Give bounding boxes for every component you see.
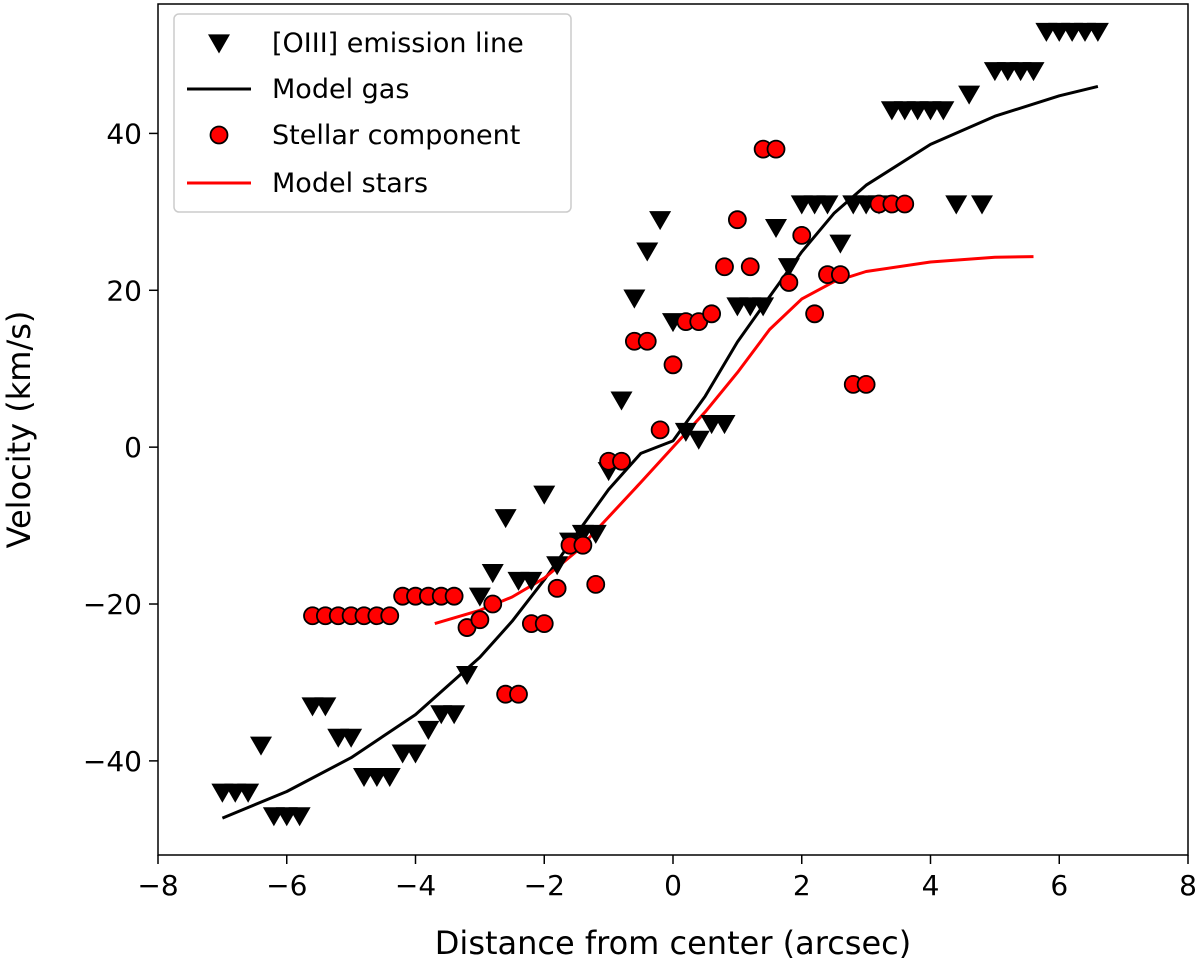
x-tick-label: −4	[395, 869, 436, 902]
oiii-point	[404, 744, 427, 764]
stellar-point	[380, 606, 400, 626]
stellar-point	[483, 594, 503, 614]
oiii-point	[378, 767, 401, 788]
stellar-point	[586, 575, 606, 594]
x-tick-label: 2	[793, 869, 811, 902]
legend-triangle-swatch	[208, 34, 230, 54]
series-line-model-gas	[221, 84, 1099, 820]
stellar-point	[534, 614, 554, 634]
oiii-point	[288, 807, 311, 827]
stellar-point	[612, 451, 631, 471]
oiii-point	[456, 666, 478, 686]
oiii-point	[533, 485, 556, 505]
stellar-point	[663, 355, 683, 375]
oiii-point	[610, 391, 633, 411]
x-axis: −8 −6 −4 −2 0 2 4 6 8	[137, 855, 1197, 902]
oiii-point	[958, 85, 981, 105]
y-tick-label: 20	[106, 274, 142, 307]
stellar-point	[830, 265, 850, 284]
oiii-point	[584, 524, 607, 544]
oiii-point	[752, 297, 775, 317]
stellar-point	[779, 273, 799, 292]
y-tick-label: −40	[83, 745, 142, 778]
oiii-point	[340, 728, 363, 748]
x-tick-label: 4	[922, 869, 940, 902]
stellar-point	[573, 535, 593, 555]
stellar-point	[547, 578, 567, 598]
legend-label: Model gas	[272, 74, 409, 105]
oiii-point	[674, 422, 697, 442]
legend-circle-swatch	[209, 125, 229, 145]
y-tick-label: −20	[83, 588, 142, 621]
y-tick-label: 0	[124, 431, 142, 464]
oiii-point	[649, 211, 672, 231]
legend: [OIII] emission line Model gas Stellar com…	[173, 13, 572, 213]
x-tick-label: 0	[664, 869, 682, 902]
oiii-point	[713, 415, 736, 435]
stellar-point	[509, 684, 528, 704]
oiii-point	[237, 783, 260, 803]
oiii-point	[945, 195, 968, 215]
oiii-point	[417, 720, 440, 740]
x-tick-label: −8	[137, 869, 178, 902]
oiii-point	[520, 571, 543, 591]
stellar-point	[792, 225, 812, 245]
oiii-point	[623, 289, 646, 309]
oiii-point	[829, 234, 852, 254]
y-axis-label: Velocity (km/s)	[0, 311, 38, 549]
y-tick-label: 40	[106, 117, 142, 150]
oiii-point	[468, 587, 491, 607]
stellar-point	[702, 304, 722, 324]
x-tick-label: −6	[266, 869, 307, 902]
legend-label: Stellar component	[272, 120, 520, 151]
oiii-point	[250, 736, 272, 756]
oiii-point	[1022, 62, 1045, 82]
oiii-point	[481, 564, 504, 584]
legend-label: Model stars	[272, 168, 428, 199]
oiii-point	[546, 556, 569, 576]
oiii-point	[443, 705, 466, 725]
stellar-point	[805, 304, 825, 324]
oiii-point	[777, 258, 800, 278]
x-tick-label: −2	[524, 869, 565, 902]
stellar-point	[650, 420, 670, 440]
stellar-point	[727, 210, 747, 230]
oiii-point	[1086, 22, 1109, 42]
oiii-point	[494, 509, 517, 529]
oiii-point	[932, 101, 955, 121]
stellar-point	[856, 375, 876, 394]
stellar-point	[715, 257, 734, 277]
stellar-point	[766, 139, 786, 159]
stellar-point	[470, 610, 490, 630]
legend-label: [OIII] emission line	[272, 28, 524, 59]
oiii-point	[816, 195, 839, 215]
oiii-point	[314, 697, 337, 717]
stellar-point	[740, 257, 760, 277]
x-axis-label: Distance from center (arcsec)	[435, 924, 911, 962]
legend-box	[173, 13, 572, 213]
series-line-model-stars	[434, 255, 1034, 626]
stellar-point	[637, 331, 657, 351]
x-tick-label: 8	[1179, 869, 1197, 902]
y-axis: −40 −20 0 20 40	[83, 117, 158, 778]
plot-area	[211, 22, 1109, 827]
oiii-point	[687, 430, 710, 450]
oiii-point	[765, 218, 787, 238]
oiii-point	[971, 195, 993, 215]
x-tick-label: 6	[1050, 869, 1068, 902]
stellar-point	[444, 586, 464, 606]
oiii-point	[636, 242, 659, 262]
stellar-point	[895, 194, 915, 214]
